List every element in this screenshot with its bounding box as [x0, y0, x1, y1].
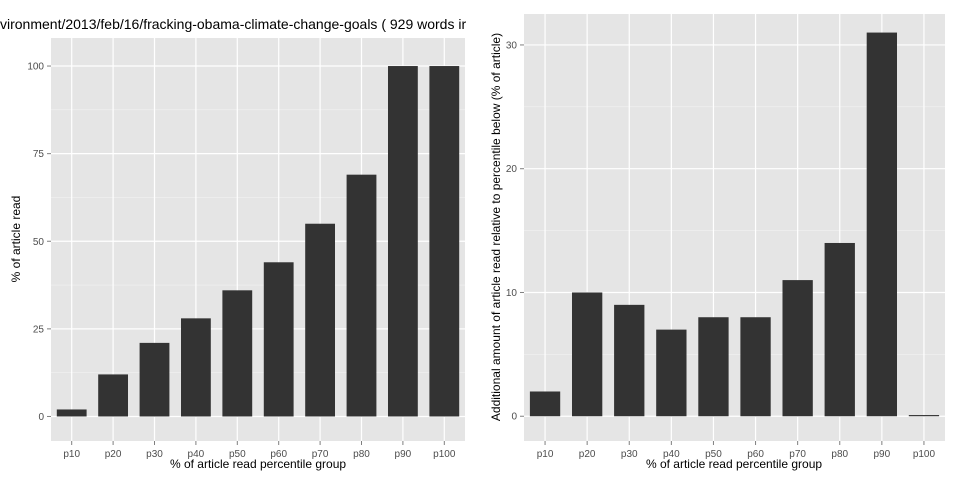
y-tick-label: 20: [506, 164, 518, 175]
x-tick-label: p50: [705, 449, 722, 460]
x-tick-label: p80: [353, 449, 370, 460]
y-tick-label: 50: [33, 237, 45, 248]
x-tick-label: p40: [663, 449, 680, 460]
x-tick-label: p50: [229, 449, 246, 460]
bar-p30: [139, 342, 170, 417]
x-tick-label: p40: [188, 449, 205, 460]
y-tick-label: 10: [506, 288, 518, 299]
x-tick-label: p60: [270, 449, 287, 460]
x-tick-label: p10: [537, 449, 554, 460]
y-tick-label: 25: [33, 324, 45, 335]
left-chart-title: vironment/2013/feb/16/fracking-obama-cli…: [0, 16, 466, 32]
x-tick-label: p20: [105, 449, 122, 460]
bar-p50: [698, 317, 729, 417]
bar-p100: [429, 66, 460, 417]
x-tick-label: p100: [433, 449, 456, 460]
left-chart: vironment/2013/feb/16/fracking-obama-cli…: [0, 16, 466, 471]
right-x-ticks: p10 p20 p30 p40 p50 p60 p70 p80 p90 p100: [537, 441, 936, 460]
x-tick-label: p100: [913, 449, 936, 460]
bar-p40: [180, 318, 211, 417]
x-tick-label: p30: [621, 449, 638, 460]
x-tick-label: p30: [146, 449, 163, 460]
bar-p20: [98, 374, 129, 417]
x-tick-label: p60: [747, 449, 764, 460]
left-y-axis-title: % of article read: [9, 196, 23, 283]
bar-p70: [305, 223, 336, 417]
bar-p10: [529, 391, 561, 417]
bar-p90: [866, 32, 898, 417]
bar-p90: [387, 66, 418, 417]
x-tick-label: p20: [579, 449, 596, 460]
y-tick-label: 100: [27, 62, 44, 73]
right-bars: [529, 32, 940, 417]
bar-p80: [346, 174, 377, 417]
right-y-axis-title: Additional amount of article read relati…: [489, 33, 503, 421]
y-tick-label: 75: [33, 149, 45, 160]
x-tick-label: p10: [63, 449, 80, 460]
bar-p30: [614, 304, 645, 417]
right-y-ticks: 0 10 20 30: [506, 40, 524, 423]
bar-p60: [263, 262, 294, 417]
bar-p20: [571, 292, 603, 417]
bar-p10: [56, 409, 87, 417]
left-x-ticks: p10 p20 p30 p40 p50 p60 p70 p80 p90 p100: [63, 441, 456, 460]
x-tick-label: p70: [312, 449, 329, 460]
x-tick-label: p80: [831, 449, 848, 460]
x-tick-label: p90: [395, 449, 412, 460]
left-y-ticks: 0 25 50 75 100: [27, 62, 51, 423]
bar-p60: [740, 317, 771, 417]
bar-p100: [908, 415, 940, 417]
bar-p70: [782, 280, 813, 417]
x-tick-label: p70: [789, 449, 806, 460]
bar-p50: [222, 290, 253, 417]
left-x-axis-title: % of article read percentile group: [170, 457, 346, 471]
x-tick-label: p90: [874, 449, 891, 460]
bar-p80: [824, 242, 855, 417]
y-tick-label: 30: [506, 40, 518, 51]
y-tick-label: 0: [511, 412, 517, 423]
left-bars: [56, 66, 460, 417]
right-x-axis-title: % of article read percentile group: [646, 457, 822, 471]
bar-p40: [656, 329, 687, 417]
y-tick-label: 0: [38, 412, 44, 423]
